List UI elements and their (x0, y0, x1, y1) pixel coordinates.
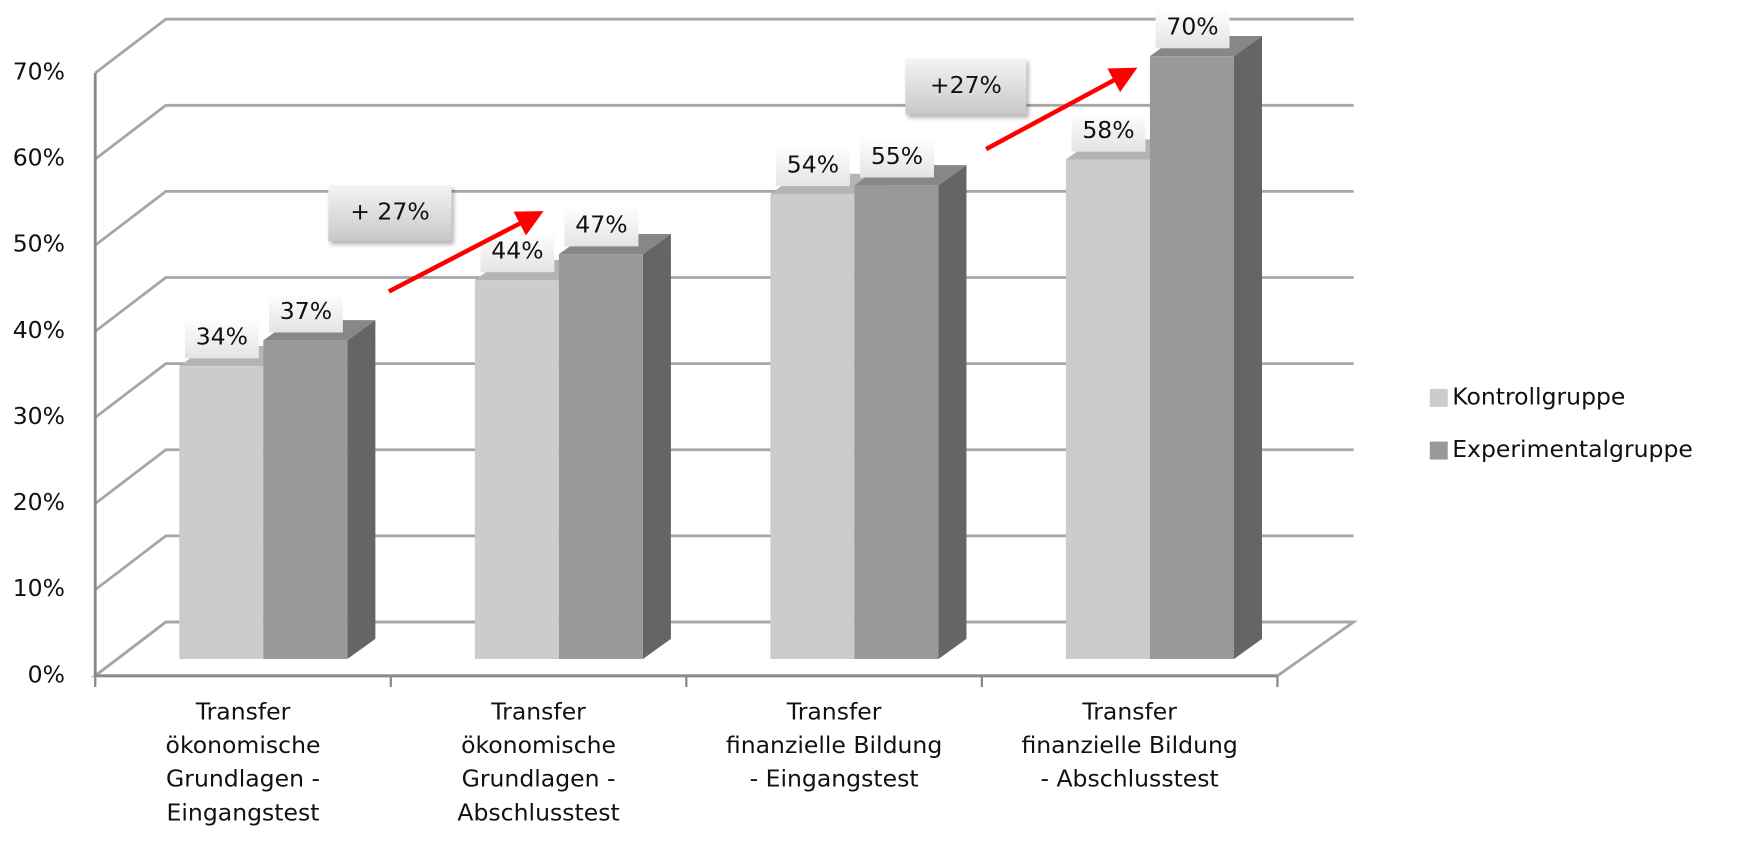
y-tick-label: 40% (13, 316, 65, 344)
bar (263, 340, 348, 659)
y-tick-label: 70% (13, 57, 65, 85)
legend-swatch (1429, 388, 1448, 407)
value-label: 58% (1082, 116, 1134, 144)
x-tick-label: Transfer finanzielle Bildung - Abschluss… (1021, 698, 1238, 793)
x-tick-label: Transfer ökonomische Grundlagen - Eingan… (165, 698, 321, 826)
value-label: 44% (491, 237, 543, 265)
value-label-box (1155, 7, 1230, 49)
bar-side (1233, 35, 1263, 659)
value-label: 37% (280, 297, 332, 325)
legend-swatch (1429, 441, 1448, 460)
annotation-arrow (387, 211, 544, 294)
value-label: 54% (787, 150, 839, 178)
value-label: 55% (871, 142, 923, 170)
x-tick-label: Transfer ökonomische Grundlagen - Abschl… (457, 698, 620, 826)
bar-side (347, 320, 376, 659)
bar (558, 254, 643, 659)
annotation: +27% (930, 71, 1002, 99)
bar (854, 185, 939, 659)
annotation-arrow (985, 67, 1138, 152)
annotation-box (328, 185, 452, 242)
y-tick-label: 20% (13, 488, 65, 516)
value-label: 70% (1166, 13, 1218, 41)
bar (1065, 159, 1150, 659)
grid-line (94, 17, 1354, 75)
bar-side (642, 234, 671, 659)
x-tick-label-box: Transfer ökonomische Grundlagen - Abschl… (457, 698, 620, 826)
y-tick-label: 10% (13, 574, 65, 602)
bar (1149, 56, 1234, 659)
bar-side (938, 165, 967, 659)
value-label-box (564, 206, 639, 247)
x-tick-label: Transfer finanzielle Bildung - Eingangst… (725, 698, 943, 793)
value-label-box (775, 145, 850, 187)
bar (770, 193, 855, 659)
value-label: 34% (196, 323, 248, 351)
value-label-box (268, 292, 343, 333)
value-label-box (184, 317, 259, 359)
y-tick-label: 0% (28, 660, 65, 688)
x-tick-label-box: Transfer finanzielle Bildung - Abschluss… (1021, 698, 1238, 793)
value-label: 47% (575, 211, 627, 239)
bar (179, 366, 264, 659)
x-tick-label-box: Transfer finanzielle Bildung - Eingangst… (725, 698, 943, 793)
legend-label: Kontrollgruppe (1452, 382, 1625, 410)
x-tick-label-box: Transfer ökonomische Grundlagen - Eingan… (165, 698, 321, 826)
value-label-box (1071, 111, 1146, 152)
annotation: + 27% (350, 198, 429, 226)
y-tick-label: 50% (13, 230, 65, 258)
legend-label: Experimentalgruppe (1452, 435, 1693, 463)
bar (474, 280, 559, 659)
annotation-box (905, 58, 1027, 115)
value-label-box (860, 137, 934, 178)
y-tick-label: 30% (13, 402, 65, 430)
y-tick-label: 60% (13, 144, 65, 172)
